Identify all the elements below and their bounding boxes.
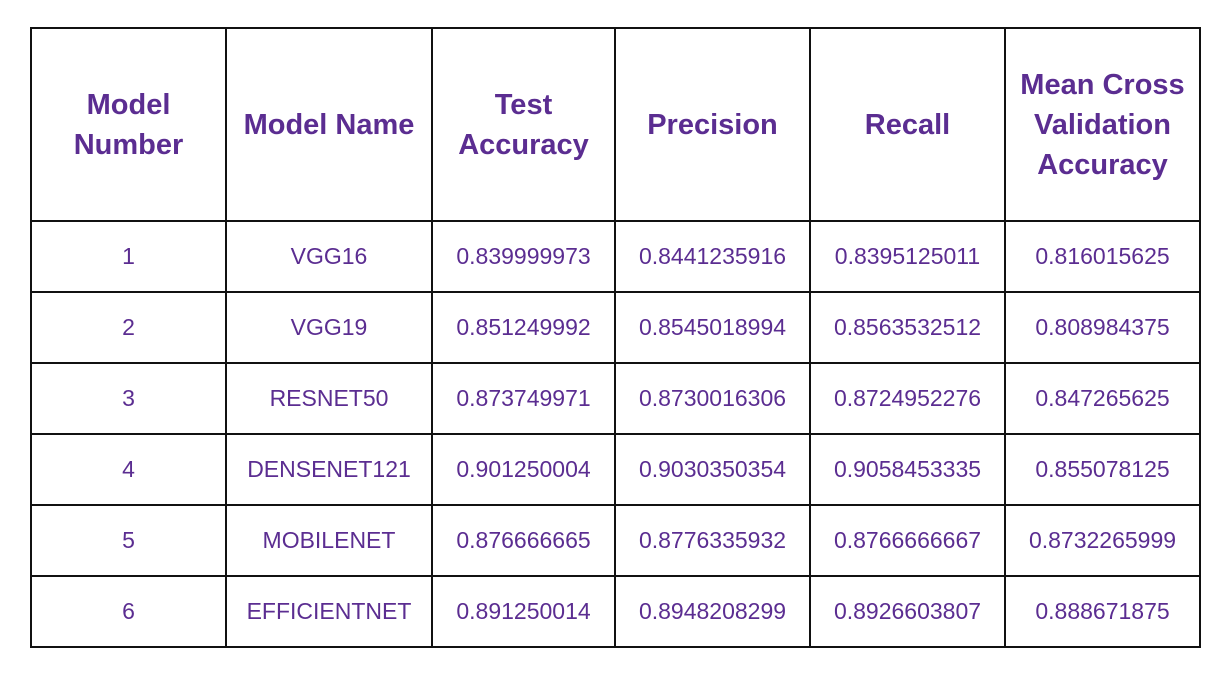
table-row: 5 MOBILENET 0.876666665 0.8776335932 0.8… bbox=[30, 504, 1201, 577]
cell-precision: 0.8545018994 bbox=[614, 291, 811, 364]
cell-model-number: 3 bbox=[30, 362, 227, 435]
header-mean-cv-accuracy: Mean Cross Validation Accuracy bbox=[1004, 27, 1201, 222]
cell-recall: 0.8766666667 bbox=[809, 504, 1006, 577]
cell-recall: 0.8926603807 bbox=[809, 575, 1006, 648]
cell-test-accuracy: 0.891250014 bbox=[431, 575, 616, 648]
cell-recall: 0.8724952276 bbox=[809, 362, 1006, 435]
cell-model-number: 4 bbox=[30, 433, 227, 506]
cell-model-name: EFFICIENTNET bbox=[225, 575, 433, 648]
cell-test-accuracy: 0.876666665 bbox=[431, 504, 616, 577]
cell-model-name: RESNET50 bbox=[225, 362, 433, 435]
header-recall: Recall bbox=[809, 27, 1006, 222]
cell-mean-cv-accuracy: 0.855078125 bbox=[1004, 433, 1201, 506]
table-row: 4 DENSENET121 0.901250004 0.9030350354 0… bbox=[30, 433, 1201, 506]
cell-mean-cv-accuracy: 0.816015625 bbox=[1004, 220, 1201, 293]
table-row: 3 RESNET50 0.873749971 0.8730016306 0.87… bbox=[30, 362, 1201, 435]
table-row: 6 EFFICIENTNET 0.891250014 0.8948208299 … bbox=[30, 575, 1201, 648]
cell-model-number: 2 bbox=[30, 291, 227, 364]
cell-model-name: DENSENET121 bbox=[225, 433, 433, 506]
cell-recall: 0.8395125011 bbox=[809, 220, 1006, 293]
cell-model-name: MOBILENET bbox=[225, 504, 433, 577]
table-row: 2 VGG19 0.851249992 0.8545018994 0.85635… bbox=[30, 291, 1201, 364]
cell-recall: 0.9058453335 bbox=[809, 433, 1006, 506]
cell-test-accuracy: 0.901250004 bbox=[431, 433, 616, 506]
header-test-accuracy: Test Accuracy bbox=[431, 27, 616, 222]
cell-precision: 0.8441235916 bbox=[614, 220, 811, 293]
model-results-table: Model Number Model Name Test Accuracy Pr… bbox=[30, 27, 1201, 648]
cell-precision: 0.8948208299 bbox=[614, 575, 811, 648]
cell-mean-cv-accuracy: 0.847265625 bbox=[1004, 362, 1201, 435]
header-row: Model Number Model Name Test Accuracy Pr… bbox=[30, 27, 1201, 222]
cell-mean-cv-accuracy: 0.888671875 bbox=[1004, 575, 1201, 648]
cell-precision: 0.8730016306 bbox=[614, 362, 811, 435]
cell-test-accuracy: 0.839999973 bbox=[431, 220, 616, 293]
cell-model-name: VGG16 bbox=[225, 220, 433, 293]
cell-precision: 0.8776335932 bbox=[614, 504, 811, 577]
results-table-container: Model Number Model Name Test Accuracy Pr… bbox=[30, 27, 1201, 648]
cell-test-accuracy: 0.851249992 bbox=[431, 291, 616, 364]
cell-model-number: 6 bbox=[30, 575, 227, 648]
cell-model-name: VGG19 bbox=[225, 291, 433, 364]
cell-test-accuracy: 0.873749971 bbox=[431, 362, 616, 435]
cell-precision: 0.9030350354 bbox=[614, 433, 811, 506]
cell-model-number: 5 bbox=[30, 504, 227, 577]
cell-mean-cv-accuracy: 0.808984375 bbox=[1004, 291, 1201, 364]
cell-mean-cv-accuracy: 0.8732265999 bbox=[1004, 504, 1201, 577]
cell-model-number: 1 bbox=[30, 220, 227, 293]
header-model-number: Model Number bbox=[30, 27, 227, 222]
table-row: 1 VGG16 0.839999973 0.8441235916 0.83951… bbox=[30, 220, 1201, 293]
header-model-name: Model Name bbox=[225, 27, 433, 222]
cell-recall: 0.8563532512 bbox=[809, 291, 1006, 364]
header-precision: Precision bbox=[614, 27, 811, 222]
